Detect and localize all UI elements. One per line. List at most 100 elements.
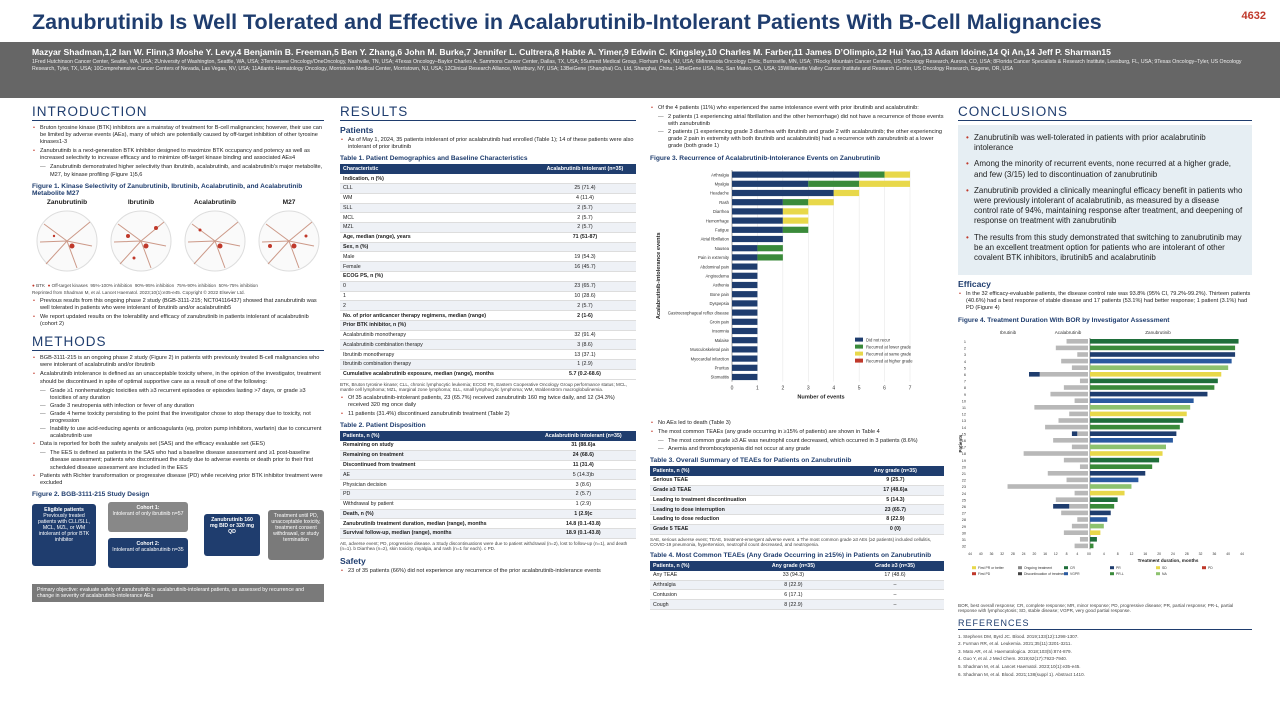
x-tick-label: 12 (1130, 552, 1134, 556)
bar-segment (782, 226, 809, 233)
acalabrutinib-bar (1045, 424, 1088, 429)
zanubrutinib-bar (1090, 338, 1239, 344)
x-tick-label: 3 (807, 385, 810, 391)
table-row: No. of prior anticancer therapy regimens… (340, 310, 636, 321)
methods-subbullet: Inability to use acid-reducing agents or… (40, 426, 324, 440)
table-3-title: Table 3. Overall Summary of TEAEs for Pa… (650, 456, 852, 464)
legend-90: 90%-95% inhibition (134, 282, 175, 288)
table-cell: Discontinued from treatment (340, 460, 531, 471)
bar-segment (757, 244, 783, 251)
x-tick-label: 4 (1076, 552, 1078, 556)
patient-label: 19 (962, 458, 966, 462)
figure-4-note: BOR, best overall response; CR, complete… (958, 602, 1234, 614)
intro-bullet: We report updated results on the tolerab… (33, 314, 324, 328)
table-cell: Contusion (650, 589, 741, 601)
table-cell: 6 (17.1) (740, 589, 846, 601)
table-cell: 23 (65.7) (533, 281, 636, 292)
table-cell: 2 (5.7) (533, 300, 636, 312)
table-cell: – (845, 580, 944, 591)
table-row: ECOG PS, n (%) (340, 271, 636, 282)
methods-bullet: Patients with Richter transformation or … (33, 473, 324, 487)
patient-label: 17 (962, 445, 966, 449)
patient-label: 4 (964, 359, 966, 363)
methods-heading: METHODS (32, 334, 324, 352)
acalabrutinib-bar (1079, 378, 1088, 383)
legend-swatch (1156, 571, 1160, 575)
table-cell: SLL (340, 203, 534, 214)
x-tick-label: 5 (858, 385, 861, 391)
y-tick-label: Abdominal pain (700, 264, 730, 269)
table-cell: 0 (340, 281, 534, 292)
table-cell: PD (340, 489, 531, 500)
reference-item: 4. Guo Y, et al. J Med Chem. 2019;62(17)… (958, 656, 1068, 662)
patient-label: 26 (962, 504, 966, 508)
bar-segment (757, 253, 783, 261)
acalabrutinib-bar (1063, 384, 1088, 390)
legend-label: NA (1162, 572, 1167, 576)
acalabrutinib-bar (1063, 457, 1088, 462)
acalabrutinib-bar (1074, 543, 1088, 548)
table-cell: MZL (340, 222, 534, 233)
bar-segment (808, 198, 834, 205)
y-tick-label: Angioedema (705, 273, 729, 278)
conclusion-item: Zanubrutinib provided a clinically meani… (966, 186, 1244, 227)
legend-label: CR (1070, 566, 1075, 570)
bar-segment (859, 180, 910, 187)
zanubrutinib-bar (1090, 543, 1094, 548)
bar-segment (732, 207, 783, 215)
legend-50: 50%-75% inhibition (218, 282, 258, 288)
column-conclusions: CONCLUSIONS Zanubrutinib was well-tolera… (958, 104, 1252, 720)
safety-subbullet: 2 patients (1 experiencing atrial fibril… (658, 114, 944, 128)
table-row: Serious TEAE 9 (25.7) (650, 475, 944, 486)
acalabrutinib-bar (1007, 483, 1088, 489)
table-cell: Arthralgia (650, 580, 741, 591)
table-cell: Zanubrutinib treatment duration, median … (340, 518, 531, 530)
zanubrutinib-bar (1090, 358, 1232, 363)
eligible-box: Eligible patients Previously treated pati… (32, 503, 96, 566)
y-tick-label: Diarrhea (713, 209, 730, 214)
table-cell: AE (340, 469, 531, 481)
figure-4-chart: Ibrutinib Acalabrutinib Zanubrutinib123456… (958, 330, 1244, 576)
patient-label: 1 (964, 339, 966, 343)
x-tick-label: 16 (1143, 552, 1147, 556)
zanubrutinib-bar (1090, 437, 1173, 443)
authors: Mazyar Shadman,1,2 Ian W. Flinn,3 Moshe … (32, 47, 1111, 57)
x-tick-label: 20 (1032, 552, 1036, 556)
kinome-tree: Ibrutinib (106, 199, 176, 281)
table-row: Remaining on treatment 24 (68.6) (340, 450, 636, 461)
table-row: Grade ≥3 TEAE 17 (48.6)a (650, 485, 944, 496)
table-row: Male 19 (54.3) (340, 251, 636, 263)
y-tick-label: Myalgia (715, 181, 730, 186)
x-tick-label: 12 (1054, 552, 1058, 556)
table-cell: 1 (340, 291, 534, 302)
safety-heading: Safety (340, 556, 366, 567)
table-cell: Withdrawal by patient (340, 499, 531, 510)
table-2-title: Table 2. Patient Disposition (340, 422, 426, 430)
y-tick-label: Groin pain (710, 319, 730, 324)
legend-label: Recurred at same grade (866, 351, 912, 356)
zanubrutinib-bar (1090, 536, 1097, 542)
table-row: Leading to treatment discontinuation 5 (1… (650, 495, 944, 506)
table-1-note: BTK, Bruton tyrosine kinase; CLL, chroni… (340, 381, 627, 393)
patient-label: 3 (964, 353, 966, 357)
study-design-diagram: Eligible patients Previously treated pati… (32, 500, 324, 580)
table-cell: Ibrutinib combination therapy (340, 359, 534, 370)
zanubrutinib-bar (1090, 424, 1180, 429)
column-results: RESULTS Patients As of May 1, 2024, 35 p… (340, 104, 636, 720)
acalabrutinib-bar (1058, 417, 1088, 423)
table-row: Age, median (range), years 71 (51-87) (340, 232, 636, 243)
bar-segment (732, 235, 783, 242)
cohort-1-box: Cohort 1: Intolerant of only ibrutinib n=… (108, 501, 188, 532)
methods-subbullet: Grade 3 neutropenia with infection or fe… (40, 403, 324, 410)
zanubrutinib-bar (1090, 384, 1215, 390)
table-cell: 13 (37.1) (533, 349, 636, 361)
zanubrutinib-bar (1090, 404, 1191, 410)
eligible-title: Eligible patients (44, 506, 84, 513)
y-axis-label: Patients (958, 434, 963, 452)
table-cell: 2 (5.7) (533, 203, 636, 214)
table-1-title: Table 1. Patient Demographics and Baseli… (340, 155, 528, 163)
x-tick-label: 40 (979, 552, 983, 556)
figure-3-chart: 0 1 2 3 4 5 6 7 Arthralgia Myalgia Headache Rash Dia… (656, 169, 913, 400)
table-row: Ibrutinib monotherapy 13 (37.1) (340, 349, 636, 361)
